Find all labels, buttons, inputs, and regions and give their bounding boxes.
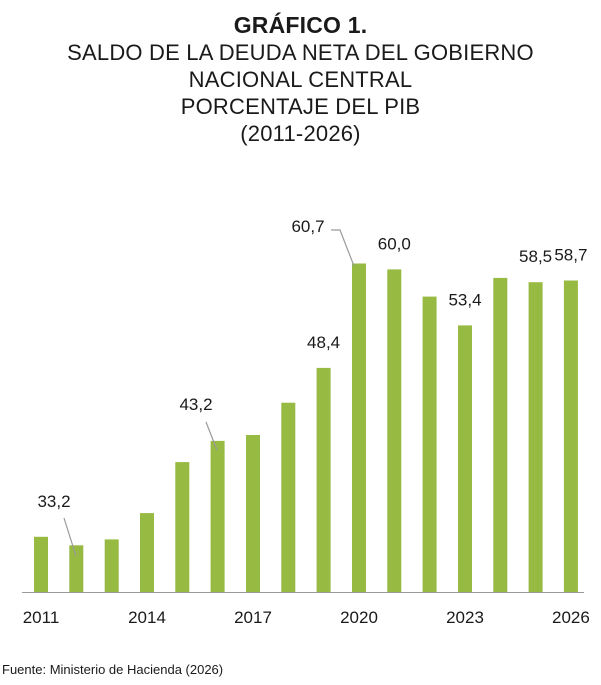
leader-line-2020 [331,229,355,267]
bar-2015 [175,462,190,592]
chart-title-line-2: SALDO DE LA DEUDA NETA DEL GOBIERNO [67,40,534,65]
bar-2024 [493,277,508,592]
data-label-2026: 58,7 [554,246,587,265]
data-label-2020: 60,7 [291,217,324,236]
bar-2013 [104,539,119,592]
bar-2022 [422,296,437,592]
data-label-2016: 43,2 [179,395,212,414]
bar-2012 [69,545,84,592]
bar-2018 [281,402,296,592]
chart-title-line-4: PORCENTAJE DEL PIB [180,94,421,119]
data-label-2019: 48,4 [307,333,340,352]
chart-title-line-3: NACIONAL CENTRAL [188,67,413,92]
bar-2017 [246,435,260,592]
data-label-2023: 53,4 [448,290,481,309]
x-tick-label-2026: 2026 [552,608,590,627]
leader-line-2011 [63,517,77,557]
chart-title-line-1: GRÁFICO 1. [233,12,368,38]
data-label-2011: 33,2 [37,492,70,511]
x-tick-label-2011: 2011 [23,608,60,627]
bar-2021 [387,269,402,592]
bar-2011 [34,536,48,592]
leader-line-2016 [205,421,218,451]
source-note: Fuente: Ministerio de Hacienda (2026) [2,662,224,677]
x-tick-label-2020: 2020 [340,608,378,627]
bar-2020 [352,263,366,592]
x-tick-label-2014: 2014 [128,608,166,627]
x-tick-label-2017: 2017 [234,608,272,627]
bar-2026 [563,280,578,592]
data-label-2025: 58,5 [519,247,552,266]
chart-title-line-5: (2011-2026) [240,121,361,146]
data-label-2021: 60,0 [378,234,411,253]
bar-2019 [316,367,331,592]
x-tick-label-2023: 2023 [446,608,484,627]
bar-2023 [458,325,472,592]
bar-2016 [210,440,225,592]
bar-2025 [528,282,543,592]
bar-2014 [140,513,154,592]
chart-title: GRÁFICO 1. SALDO DE LA DEUDA NETA DEL GO… [0,12,601,147]
